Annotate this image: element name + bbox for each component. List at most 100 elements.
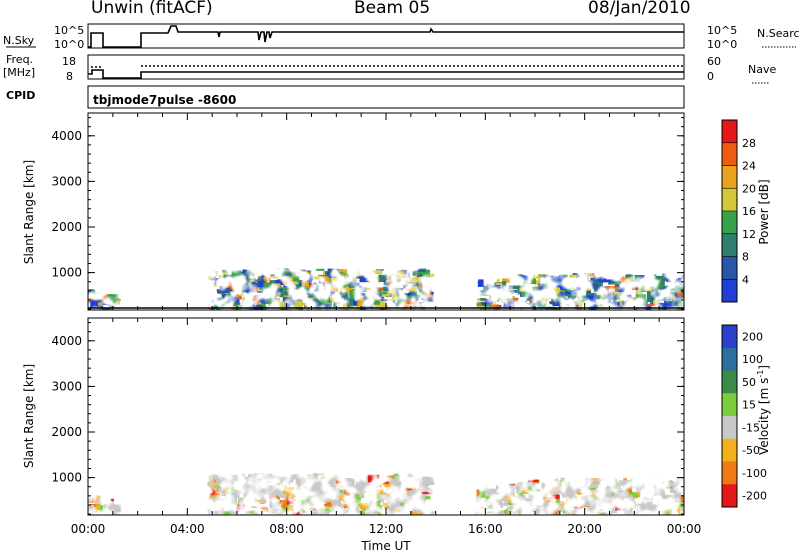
power-echo-cell — [592, 301, 602, 308]
velocity-echo-cell — [339, 495, 345, 501]
power-echo-cell — [554, 294, 562, 301]
power-echo-cell — [525, 308, 531, 310]
power-echo-cell — [396, 303, 406, 307]
velocity-echo-cell — [344, 480, 352, 484]
nsky-tick-high: 10^5 — [54, 24, 84, 37]
power-echo-cell — [610, 287, 618, 295]
power-echo-cell — [265, 295, 271, 299]
power-echo-cell — [223, 272, 229, 276]
velocity-echo-cell — [276, 512, 287, 515]
velocity-echo-cell — [540, 497, 550, 503]
power-echo-cell — [669, 307, 675, 310]
power-echo-cell — [647, 274, 657, 283]
velocity-echo-cell — [332, 504, 339, 510]
power-echo-cell — [544, 277, 555, 281]
power-echo-cell — [624, 283, 631, 291]
velocity-echo-cell — [517, 499, 522, 503]
velocity-echo-cell — [279, 500, 288, 508]
power-echo-cell — [208, 274, 214, 280]
velocity-echo-cell — [295, 479, 307, 484]
velocity-colorbar-segment-6 — [722, 461, 737, 485]
velocity-echo-cell — [616, 487, 627, 491]
velocity-echo-cell — [564, 511, 570, 515]
freq-strip: Freq. [MHz] 18 8 60 0 Nave — [3, 53, 776, 84]
velocity-echo-cell — [480, 511, 492, 515]
velocity-echo-cell — [623, 486, 633, 493]
power-echo-cell — [245, 288, 257, 293]
velocity-ytick-label-3: 4000 — [51, 334, 82, 348]
velocity-echo-cell — [494, 510, 506, 513]
power-echo-cell — [330, 288, 336, 296]
freq-label-2: [MHz] — [3, 66, 35, 79]
velocity-echo-cell — [624, 504, 631, 512]
power-echo-cell — [96, 292, 107, 296]
power-echo-cell — [266, 272, 273, 277]
velocity-echo-cell — [350, 511, 361, 515]
power-colorbar-segment-3 — [722, 211, 737, 235]
power-echo-cell — [476, 305, 486, 308]
velocity-echo-cell — [276, 482, 281, 486]
velocity-echo-cell — [266, 513, 272, 515]
velocity-echo-cell — [609, 507, 617, 514]
power-echo-cell — [251, 295, 261, 300]
power-ytick-label-1: 2000 — [51, 220, 82, 234]
velocity-echo-cell — [237, 473, 243, 481]
nsky-label: N.Sky — [3, 34, 35, 47]
velocity-echo-cell — [311, 479, 322, 486]
power-echo-cell — [641, 300, 646, 304]
velocity-echo-cell — [421, 493, 426, 497]
velocity-echo-cell — [331, 480, 342, 484]
velocity-echo-cell — [334, 512, 344, 515]
velocity-colorbar-segment-3 — [722, 393, 737, 417]
velocity-echo-cell — [517, 482, 525, 485]
velocity-echo-cell — [232, 498, 237, 504]
power-echo-cell — [664, 303, 672, 309]
velocity-echo-cell — [313, 494, 325, 499]
velocity-echo-cell — [96, 504, 100, 512]
power-echo-cell — [664, 291, 676, 297]
velocity-echo-cell — [312, 496, 323, 504]
power-echo-cell — [372, 283, 376, 289]
power-echo-cell — [413, 276, 424, 284]
velocity-echo-cell — [376, 489, 384, 495]
power-echo-cell — [285, 304, 293, 309]
velocity-echo-cell — [230, 490, 240, 496]
velocity-colorbar-label-2: 50 — [742, 376, 756, 389]
power-echo-cell — [526, 278, 536, 285]
velocity-echo-cell — [311, 487, 318, 495]
velocity-echo-cell — [250, 486, 262, 491]
velocity-echo-cell — [589, 506, 597, 509]
power-echo-cell — [551, 298, 555, 303]
power-echo-cell — [212, 271, 218, 277]
velocity-colorbar-label-3: 15 — [742, 399, 756, 412]
velocity-echo-cell — [679, 495, 684, 502]
power-colorbar-segment-1 — [722, 256, 737, 280]
velocity-echo-cell — [598, 499, 610, 506]
power-echo-cell — [99, 298, 105, 305]
power-y-axis: 1000 2000 3000 4000 — [51, 117, 684, 310]
velocity-echo-cell — [291, 511, 300, 515]
power-echo-cell — [521, 291, 530, 297]
power-echo-cell — [530, 308, 537, 310]
velocity-echo-cell — [601, 481, 607, 485]
power-echo-cell — [421, 297, 427, 300]
power-echo-cell — [373, 287, 385, 290]
power-echo-cell — [247, 300, 259, 304]
velocity-echo-cell — [592, 490, 599, 499]
velocity-echo-cell — [282, 504, 294, 510]
velocity-echo-cell — [320, 476, 331, 480]
power-echo-cell — [676, 291, 682, 297]
power-echo-cell — [585, 292, 597, 298]
power-echo-cell — [379, 301, 387, 309]
power-echo-cell — [646, 295, 651, 302]
x-tick-label-3: 12:00 — [369, 522, 404, 536]
power-echo-cell — [538, 283, 545, 288]
power-echo-cell — [518, 281, 526, 288]
power-echo-cell — [501, 288, 510, 291]
power-echo-cell — [312, 285, 318, 292]
power-echo-cell — [360, 297, 371, 305]
velocity-echo-cell — [359, 477, 371, 482]
velocity-echo-cell — [260, 493, 272, 500]
power-echo-cell — [578, 301, 584, 308]
beam-label: Beam 05 — [354, 0, 431, 18]
